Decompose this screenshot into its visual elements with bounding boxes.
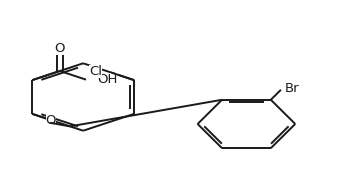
Text: Cl: Cl xyxy=(90,65,102,78)
Text: Br: Br xyxy=(284,82,299,95)
Text: O: O xyxy=(46,114,56,127)
Text: O: O xyxy=(55,42,65,55)
Text: OH: OH xyxy=(98,73,118,86)
